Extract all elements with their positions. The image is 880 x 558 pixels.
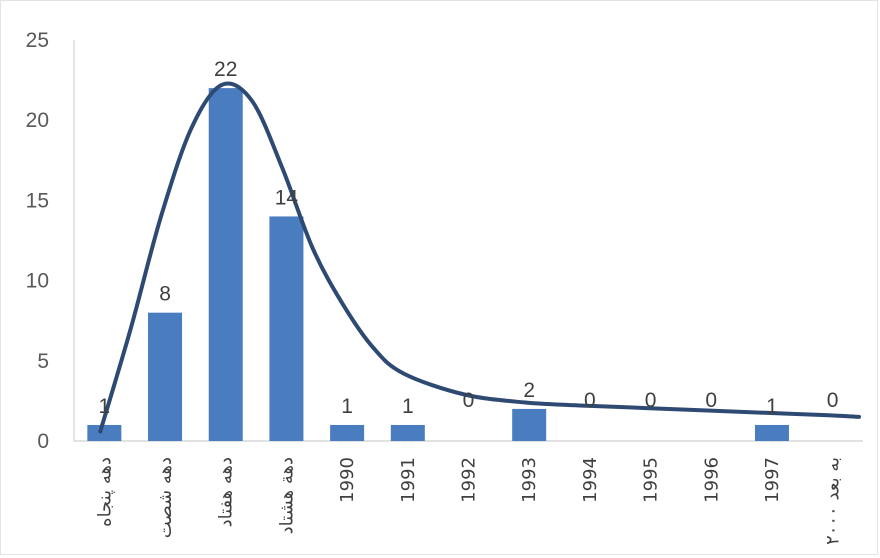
data-label: 22 (214, 58, 237, 81)
bar (208, 88, 243, 442)
data-label: 0 (584, 389, 596, 412)
data-label: 0 (645, 389, 657, 412)
data-label: 14 (275, 186, 299, 209)
data-label: 0 (705, 389, 717, 412)
data-label: 1 (402, 395, 414, 418)
data-label: 1 (99, 395, 111, 418)
data-label: 8 (159, 283, 171, 306)
data-label: 0 (463, 389, 475, 412)
bar (330, 424, 365, 441)
x-tick-label: 1991 (398, 457, 419, 503)
bar (390, 424, 425, 441)
x-tick-label: ۲۰۰۰ به بعد (823, 457, 844, 545)
x-tick-label: 1997 (762, 457, 783, 503)
y-tick-label: 0 (37, 430, 49, 453)
bar (754, 424, 789, 441)
y-tick-label: 15 (26, 189, 49, 212)
x-tick-label: 1993 (519, 457, 540, 503)
y-tick-label: 10 (26, 270, 49, 293)
y-tick-label: 25 (26, 29, 49, 52)
data-label: 0 (827, 389, 839, 412)
x-tick-label: 1990 (337, 457, 358, 503)
x-tick-label: 1992 (459, 457, 480, 503)
x-tick-label: 1995 (641, 457, 662, 503)
data-label: 1 (341, 395, 353, 418)
x-tick-label: دهه شصت (155, 457, 176, 538)
x-tick-label: دهه پنجاه (94, 457, 115, 527)
bar (512, 408, 547, 441)
data-label: 2 (523, 379, 535, 402)
trend-curve (98, 81, 861, 434)
x-tick-label: 1996 (701, 457, 722, 503)
bar (269, 216, 304, 441)
y-tick-label: 20 (26, 109, 49, 132)
bar (148, 312, 183, 441)
bar (87, 424, 122, 441)
x-tick-label: دهة هشتاد (276, 457, 297, 534)
x-tick-label: دهه هفتاد (216, 457, 237, 527)
y-tick-label: 5 (37, 350, 49, 373)
x-tick-label: 1994 (580, 457, 601, 503)
data-label: 1 (766, 395, 778, 418)
